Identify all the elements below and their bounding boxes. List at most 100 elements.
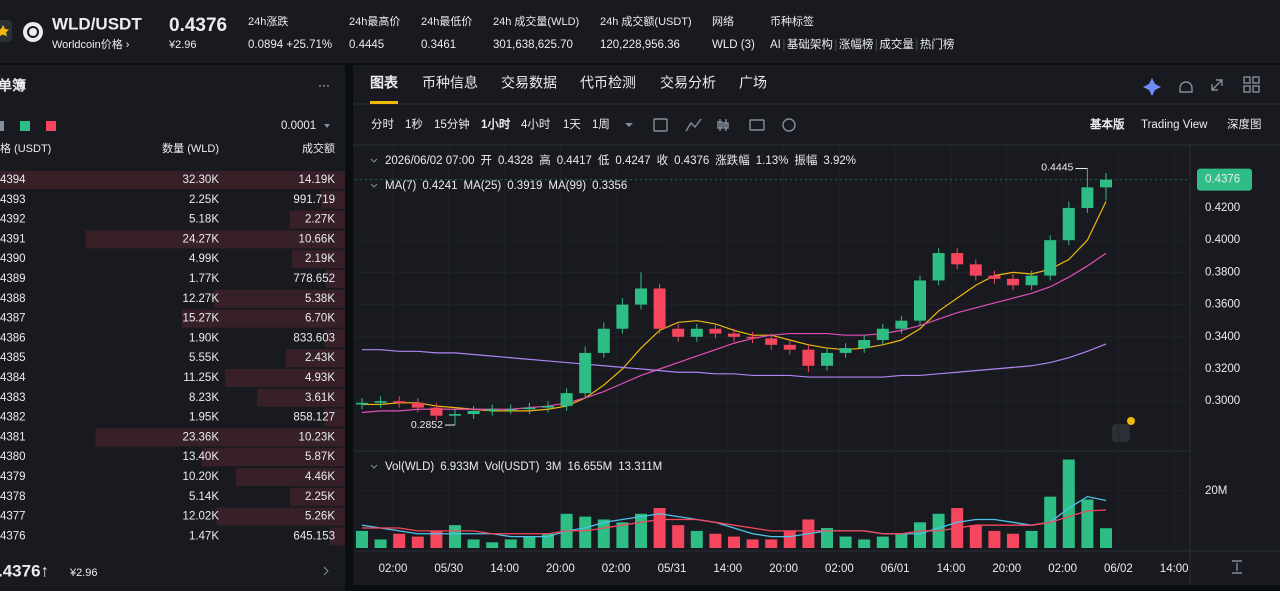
tag[interactable]: 热门榜 bbox=[920, 37, 955, 51]
x-tick-label: 20:00 bbox=[992, 563, 1021, 575]
x-tick-label: 14:00 bbox=[937, 563, 966, 575]
interval[interactable]: 1天 bbox=[563, 119, 581, 131]
icon-chart[interactable] bbox=[685, 118, 702, 132]
depth-bar bbox=[324, 408, 345, 427]
x-tick-label: 14:00 bbox=[490, 563, 519, 575]
view-mode[interactable]: Trading View bbox=[1141, 119, 1208, 131]
icon-layout[interactable] bbox=[1243, 76, 1251, 84]
depth-bar bbox=[213, 289, 345, 308]
info-collapse[interactable] bbox=[370, 158, 378, 163]
tab[interactable]: 代币检测 bbox=[580, 75, 636, 91]
interval-more[interactable] bbox=[625, 123, 633, 127]
tag[interactable]: 涨幅榜 bbox=[839, 37, 874, 51]
info-value: 0.4417 bbox=[557, 155, 592, 167]
vol-collapse[interactable] bbox=[370, 464, 378, 469]
tags-label: 币种标签 bbox=[770, 14, 814, 28]
tab[interactable]: 图表 bbox=[370, 75, 399, 91]
depth-bar bbox=[320, 190, 345, 209]
ask-total: 10.23K bbox=[299, 431, 336, 443]
icon-scale[interactable] bbox=[1232, 560, 1242, 574]
volume-bar bbox=[914, 522, 926, 548]
volume-bar bbox=[411, 536, 424, 548]
icon-indicator[interactable] bbox=[653, 118, 668, 132]
tab[interactable]: 广场 bbox=[739, 75, 767, 91]
tag[interactable]: AI bbox=[770, 39, 781, 51]
ma-legend-name: MA(25) bbox=[464, 180, 502, 192]
ask-amount: 1.90K bbox=[189, 332, 219, 344]
depth-bar bbox=[201, 448, 345, 467]
vol-legend-name: Vol(USDT) bbox=[485, 461, 540, 473]
ask-total: 4.93K bbox=[305, 372, 335, 384]
ask-price: 4390 bbox=[0, 253, 26, 265]
mode-both[interactable] bbox=[0, 121, 4, 131]
ask-amount: 1.95K bbox=[189, 412, 219, 424]
icon-expand[interactable] bbox=[1211, 79, 1223, 91]
interval[interactable]: 1小时 bbox=[481, 117, 511, 131]
y-tick-label: 0.3600 bbox=[1205, 299, 1240, 311]
info-label: 高 bbox=[539, 153, 551, 167]
info-label: 振幅 bbox=[794, 153, 817, 167]
interval[interactable]: 4小时 bbox=[521, 118, 551, 131]
depth-bar bbox=[285, 349, 345, 368]
mode-asks[interactable] bbox=[46, 121, 56, 131]
star-icon bbox=[0, 25, 9, 37]
icon-bell[interactable] bbox=[1179, 81, 1193, 93]
vol-tick-label: 20M bbox=[1205, 485, 1227, 497]
tab[interactable]: 币种信息 bbox=[422, 75, 478, 91]
order-book-panel bbox=[0, 65, 345, 591]
depth-bar bbox=[324, 329, 345, 348]
icon-layout-3[interactable] bbox=[1243, 85, 1251, 93]
tag[interactable]: 成交量 bbox=[879, 37, 914, 51]
candle-body bbox=[932, 253, 945, 281]
view-mode[interactable]: 深度图 bbox=[1227, 117, 1262, 131]
icon-layout-4[interactable] bbox=[1252, 85, 1260, 93]
event-button[interactable] bbox=[1112, 424, 1130, 442]
stat-value: 0.0894 +25.71% bbox=[248, 39, 332, 51]
book-precision[interactable]: 0.0001 bbox=[281, 120, 316, 132]
tab[interactable]: 交易分析 bbox=[660, 75, 716, 91]
ask-price: 4391 bbox=[0, 233, 26, 245]
mode-bids[interactable] bbox=[20, 121, 30, 131]
ma-collapse[interactable] bbox=[370, 183, 378, 188]
ma-legend-name: MA(7) bbox=[385, 180, 416, 192]
ask-amount: 1.77K bbox=[189, 273, 219, 285]
depth-bar bbox=[224, 369, 345, 387]
depth-bar bbox=[95, 428, 345, 447]
interval[interactable]: 分时 bbox=[371, 118, 394, 131]
book-title: 单簿 bbox=[0, 78, 26, 94]
ask-amount: 12.02K bbox=[183, 511, 220, 523]
book-more[interactable]: ··· bbox=[318, 78, 330, 92]
toolbar-icons bbox=[653, 76, 1260, 574]
vol-legend-value: 6.933M bbox=[440, 461, 478, 473]
y-tick-label: 0.3400 bbox=[1205, 331, 1240, 343]
vol-legend-value: 16.655M bbox=[568, 461, 613, 473]
icon-candles[interactable] bbox=[717, 119, 729, 131]
icon-ai[interactable] bbox=[1143, 78, 1161, 96]
interval[interactable]: 1秒 bbox=[405, 117, 423, 131]
view-mode[interactable]: 基本版 bbox=[1089, 117, 1125, 131]
ask-price: 4392 bbox=[0, 214, 26, 226]
candle-body bbox=[560, 393, 573, 407]
info-value: 3.92% bbox=[823, 155, 856, 167]
interval[interactable]: 15分钟 bbox=[434, 117, 470, 131]
candle-body bbox=[374, 401, 387, 403]
icon-layout-2[interactable] bbox=[1252, 76, 1260, 84]
coin-logo bbox=[23, 22, 43, 42]
tab[interactable]: 交易数据 bbox=[501, 75, 557, 91]
volume-bar bbox=[876, 536, 889, 548]
icon-snapshot[interactable] bbox=[782, 118, 796, 132]
volume-bar bbox=[709, 533, 722, 548]
x-tick-label: 06/01 bbox=[881, 563, 910, 575]
icon-settings[interactable] bbox=[749, 119, 765, 131]
stat-label: 网络 bbox=[712, 14, 734, 28]
depth-bar bbox=[236, 468, 345, 486]
interval[interactable]: 1周 bbox=[592, 118, 610, 131]
volume-bar bbox=[895, 533, 908, 548]
candle-body bbox=[951, 253, 964, 265]
tag[interactable]: 基础架构 bbox=[787, 37, 833, 51]
pair-subtitle[interactable]: Worldcoin价格 › bbox=[52, 37, 130, 51]
ask-price: 4380 bbox=[0, 451, 26, 463]
stat-label: 24h 成交量(WLD) bbox=[493, 14, 579, 28]
